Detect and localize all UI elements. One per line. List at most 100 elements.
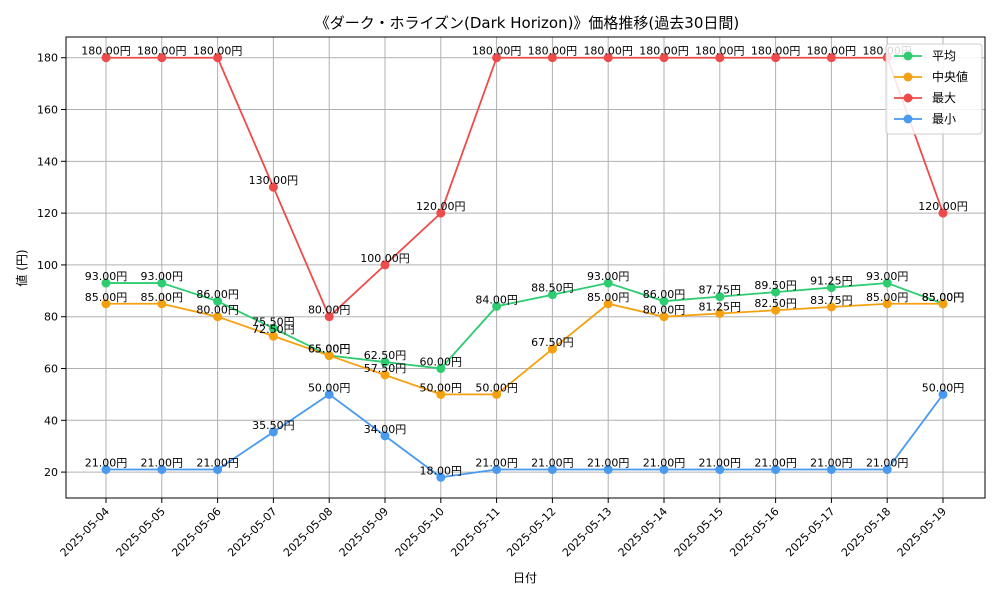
legend-swatch-marker bbox=[903, 51, 913, 61]
data-label: 180.00円 bbox=[695, 45, 745, 58]
data-label: 62.50円 bbox=[364, 349, 407, 362]
data-point bbox=[101, 465, 111, 475]
legend-entry: 平均 bbox=[932, 49, 956, 63]
y-tick-label: 80 bbox=[44, 311, 58, 324]
data-label: 21.00円 bbox=[475, 457, 518, 470]
data-label: 93.00円 bbox=[587, 270, 630, 283]
data-label: 180.00円 bbox=[137, 45, 187, 58]
data-point bbox=[268, 182, 278, 192]
data-point bbox=[715, 53, 725, 63]
data-label: 18.00円 bbox=[420, 464, 463, 477]
data-label: 89.50円 bbox=[754, 279, 797, 292]
data-point bbox=[938, 299, 948, 309]
data-point bbox=[547, 344, 557, 354]
data-point bbox=[826, 465, 836, 475]
legend-swatch-marker bbox=[903, 114, 913, 124]
data-label: 21.00円 bbox=[196, 457, 239, 470]
data-point bbox=[771, 305, 781, 315]
data-point bbox=[157, 53, 167, 63]
data-label: 81.25円 bbox=[699, 300, 742, 313]
data-point bbox=[492, 53, 502, 63]
data-label: 86.00円 bbox=[196, 288, 239, 301]
data-label: 50.00円 bbox=[475, 381, 518, 394]
x-tick-label: 2025-05-17 bbox=[783, 505, 837, 559]
data-label: 180.00円 bbox=[528, 45, 578, 58]
y-tick-label: 20 bbox=[44, 466, 58, 479]
data-point bbox=[324, 351, 334, 361]
data-label: 50.00円 bbox=[420, 381, 463, 394]
y-tick-label: 160 bbox=[37, 104, 58, 117]
data-point bbox=[715, 308, 725, 318]
data-label: 84.00円 bbox=[475, 293, 518, 306]
data-point bbox=[603, 53, 613, 63]
data-point bbox=[659, 465, 669, 475]
data-label: 87.75円 bbox=[699, 284, 742, 297]
x-tick-label: 2025-05-12 bbox=[504, 505, 558, 559]
data-label: 180.00円 bbox=[81, 45, 131, 58]
data-point bbox=[771, 465, 781, 475]
y-tick-label: 60 bbox=[44, 363, 58, 376]
data-point bbox=[436, 364, 446, 374]
data-label: 67.50円 bbox=[531, 336, 574, 349]
data-point bbox=[715, 292, 725, 302]
x-tick-label: 2025-05-13 bbox=[560, 505, 614, 559]
data-label: 93.00円 bbox=[866, 270, 909, 283]
data-label: 120.00円 bbox=[918, 200, 968, 213]
data-point bbox=[157, 299, 167, 309]
data-label: 57.50円 bbox=[364, 362, 407, 375]
data-label: 21.00円 bbox=[531, 457, 574, 470]
data-point bbox=[157, 278, 167, 288]
series-line bbox=[106, 393, 944, 479]
data-point bbox=[771, 53, 781, 63]
x-tick-label: 2025-05-16 bbox=[727, 505, 781, 559]
data-label: 21.00円 bbox=[587, 457, 630, 470]
legend-entry: 中央値 bbox=[932, 69, 968, 84]
data-label: 80.00円 bbox=[196, 304, 239, 317]
data-label: 180.00円 bbox=[583, 45, 633, 58]
data-point bbox=[324, 312, 334, 322]
data-point bbox=[771, 287, 781, 297]
data-label: 80.00円 bbox=[308, 304, 351, 317]
series-line bbox=[106, 302, 943, 396]
data-point bbox=[547, 290, 557, 300]
data-label: 65.00円 bbox=[308, 343, 351, 356]
data-point bbox=[882, 465, 892, 475]
x-axis-label: 日付 bbox=[513, 571, 537, 585]
data-label: 35.50円 bbox=[252, 419, 295, 432]
data-label: 60.00円 bbox=[420, 356, 463, 369]
x-tick-label: 2025-05-19 bbox=[895, 505, 949, 559]
data-label: 85.00円 bbox=[587, 291, 630, 304]
data-label: 91.25円 bbox=[810, 275, 853, 288]
chart-title: 《ダーク・ホライズン(Dark Horizon)》価格推移(過去30日間) bbox=[315, 14, 739, 32]
data-point bbox=[436, 208, 446, 218]
data-label: 85.00円 bbox=[141, 291, 184, 304]
data-point bbox=[101, 53, 111, 63]
legend-swatch-marker bbox=[903, 93, 913, 103]
legend-entry: 最小 bbox=[932, 112, 956, 126]
data-point bbox=[603, 465, 613, 475]
data-label: 180.00円 bbox=[807, 45, 857, 58]
data-label: 72.50円 bbox=[252, 323, 295, 336]
data-label: 65.00円 bbox=[308, 343, 351, 356]
data-point bbox=[213, 296, 223, 306]
series-line bbox=[106, 56, 944, 319]
data-point bbox=[659, 296, 669, 306]
x-tick-label: 2025-05-10 bbox=[393, 505, 447, 559]
x-tick-label: 2025-05-09 bbox=[337, 505, 391, 559]
x-tick-label: 2025-05-18 bbox=[839, 505, 893, 559]
data-label: 75.50円 bbox=[252, 315, 295, 328]
data-label: 100.00円 bbox=[360, 252, 410, 265]
data-label: 21.00円 bbox=[643, 457, 686, 470]
data-point bbox=[213, 53, 223, 63]
data-label: 93.00円 bbox=[85, 270, 128, 283]
data-point bbox=[882, 299, 892, 309]
data-point bbox=[826, 53, 836, 63]
data-point bbox=[492, 465, 502, 475]
data-label: 85.00円 bbox=[866, 291, 909, 304]
data-label: 50.00円 bbox=[308, 381, 351, 394]
series-line bbox=[106, 282, 944, 370]
data-point bbox=[268, 331, 278, 341]
x-tick-label: 2025-05-06 bbox=[169, 505, 223, 559]
data-point bbox=[547, 53, 557, 63]
